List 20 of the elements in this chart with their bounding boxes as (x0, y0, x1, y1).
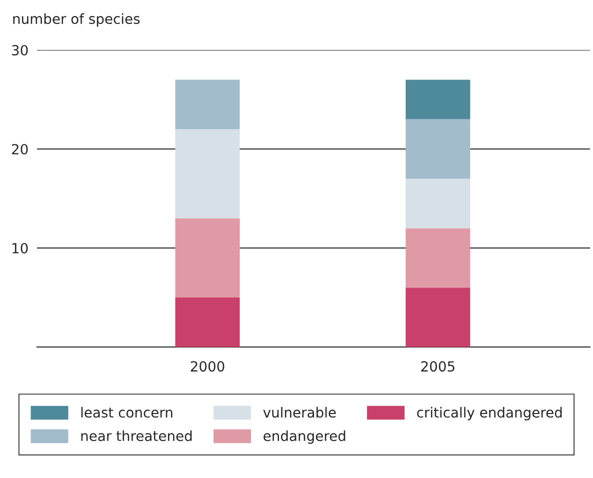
bar (406, 119, 470, 179)
bar (406, 80, 470, 120)
legend-label: least concern (81, 406, 172, 418)
y-tick-label: 30 (12, 44, 28, 56)
x-tick-label: 2005 (421, 361, 454, 372)
y-tick-label: 20 (12, 144, 28, 154)
bar (175, 298, 240, 347)
bar (406, 288, 470, 347)
legend-label: critically endangered (417, 406, 562, 420)
legend-label: near threatened (81, 430, 192, 442)
legend-label: endangered (264, 430, 346, 444)
bar (406, 178, 470, 228)
bar (406, 228, 470, 288)
x-tick-label: 2000 (190, 361, 224, 372)
y-tick-label: 10 (12, 242, 28, 254)
legend-label: vulnerable (263, 406, 336, 418)
bar (175, 80, 240, 130)
bar (175, 218, 240, 298)
bar (175, 129, 240, 218)
y-axis-title: number of species (13, 13, 140, 27)
